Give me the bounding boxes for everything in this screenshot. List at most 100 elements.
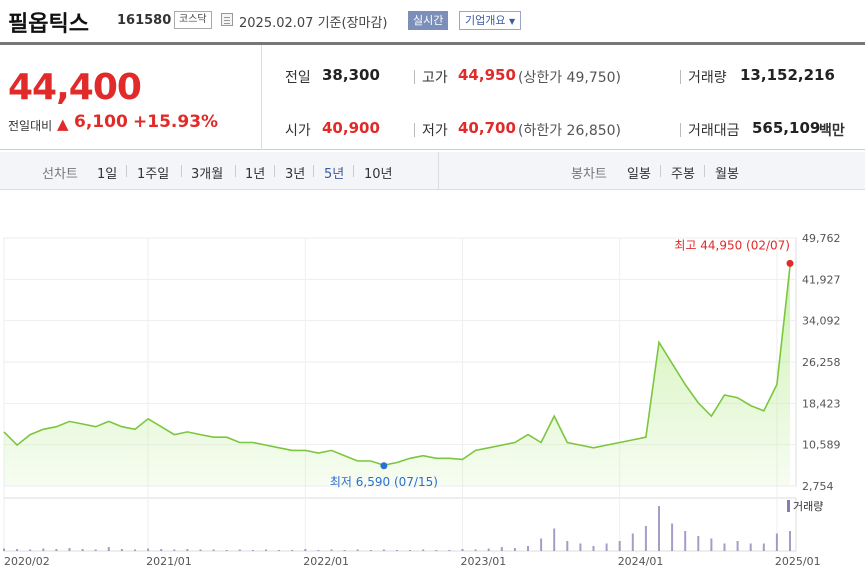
volume-bar: [710, 538, 713, 551]
volume-bar: [684, 531, 687, 551]
divider: [353, 165, 354, 177]
y-tick-label: 2,754: [802, 480, 834, 493]
prev-close-value: 38,300: [322, 66, 380, 84]
divider: [126, 165, 127, 177]
volume-bar: [644, 526, 647, 551]
volume-bar: [225, 550, 228, 551]
volume-bar: [605, 543, 608, 551]
volume-bar: [736, 541, 739, 551]
volume-bar: [553, 528, 556, 551]
volume-bar: [238, 549, 241, 551]
volume-bar: [317, 550, 320, 551]
company-overview-label: 기업개요: [465, 14, 506, 27]
price-area: [4, 266, 790, 486]
volume-bar: [409, 550, 412, 551]
volume-bar: [540, 538, 543, 551]
candle-weekly[interactable]: 주봉: [671, 167, 695, 182]
divider: [274, 165, 275, 177]
candle-daily[interactable]: 일봉: [627, 167, 651, 182]
high-value: 44,950: [458, 66, 516, 84]
stock-code: 161580: [117, 13, 172, 28]
candle-chart-label: 봉차트: [571, 167, 607, 182]
change-percent: +15.93%: [133, 112, 219, 132]
volume-legend-label: 거래량: [793, 500, 823, 513]
separator: [414, 123, 415, 137]
volume-bar: [461, 549, 464, 551]
volume-label: 거래량: [688, 70, 727, 86]
divider: [660, 165, 661, 177]
y-tick-label: 10,589: [802, 439, 841, 452]
divider: [704, 165, 705, 177]
volume-bar: [592, 546, 595, 551]
volume-value: 13,152,216: [740, 66, 835, 84]
x-tick-label: 2022/01: [303, 555, 349, 568]
volume-bar: [369, 550, 372, 551]
dropdown-caret-icon: ▼: [508, 17, 516, 26]
market-badge: 코스닥: [174, 11, 212, 29]
company-overview-button[interactable]: 기업개요 ▼: [459, 11, 522, 30]
lower-limit: (하한가 26,850): [518, 123, 622, 139]
base-date: 2025.02.07 기준(장마감): [239, 16, 388, 31]
stock-name: 필옵틱스: [8, 12, 89, 37]
amount-label: 거래대금: [688, 123, 740, 139]
low-value: 40,700: [458, 119, 516, 137]
volume-bar: [500, 547, 503, 551]
volume-bar: [513, 548, 516, 551]
volume-bar: [330, 549, 333, 551]
open-value: 40,900: [322, 119, 380, 137]
volume-bar: [68, 548, 71, 551]
volume-bar: [749, 543, 752, 551]
period-1d[interactable]: 1일: [97, 167, 118, 182]
x-tick-label: 2023/01: [461, 555, 507, 568]
separator: [680, 123, 681, 137]
y-tick-label: 18,423: [802, 397, 841, 410]
volume-bar: [160, 549, 163, 551]
volume-bar: [658, 506, 660, 551]
candle-monthly[interactable]: 월봉: [715, 167, 739, 182]
header: 필옵틱스 161580 코스닥 2025.02.07 기준(장마감) 실시간 기…: [0, 0, 865, 42]
low-annotation: 최저 6,590 (07/15): [330, 475, 438, 489]
price-line: [3, 266, 791, 467]
volume-bar: [396, 550, 398, 551]
period-3y[interactable]: 3년: [285, 167, 306, 182]
volume-bar: [278, 550, 281, 551]
prev-close-label: 전일: [285, 70, 311, 86]
period-5y[interactable]: 5년: [324, 167, 345, 182]
volume-bar: [618, 541, 621, 551]
y-tick-label: 49,762: [802, 232, 841, 245]
y-tick-label: 26,258: [802, 356, 841, 369]
realtime-button[interactable]: 실시간: [408, 11, 449, 30]
x-tick-label: 2024/01: [618, 555, 664, 568]
price-box: 44,400 전일대비 ▲ 6,100 +15.93%: [0, 45, 262, 150]
volume-bar: [55, 549, 58, 551]
volume-bar: [173, 549, 176, 551]
y-tick-label: 41,927: [802, 273, 841, 286]
volume-bar: [448, 550, 451, 551]
period-3m[interactable]: 3개월: [191, 167, 224, 182]
high-annotation: 최고 44,950 (02/07): [674, 238, 790, 252]
volume-bar: [147, 548, 150, 551]
line-chart-label: 선차트: [42, 167, 78, 182]
period-1y[interactable]: 1년: [245, 167, 266, 182]
period-1w[interactable]: 1주일: [137, 167, 170, 182]
volume-bar: [435, 550, 438, 551]
upper-limit: (상한가 49,750): [518, 70, 622, 86]
change-label: 전일대비: [8, 119, 53, 133]
separator: [680, 70, 681, 84]
volume-bar: [120, 549, 123, 551]
period-10y[interactable]: 10년: [364, 167, 393, 182]
volume-bar: [29, 549, 32, 551]
volume-bar: [81, 549, 84, 551]
calendar-icon: [221, 13, 233, 26]
y-tick-label: 34,092: [802, 315, 841, 328]
volume-bar: [579, 543, 582, 551]
change-value: 6,100: [74, 112, 128, 132]
volume-bar: [631, 533, 634, 551]
volume-bar: [3, 548, 5, 551]
low-marker: [380, 462, 388, 470]
volume-bar: [789, 531, 791, 551]
volume-bar: [697, 536, 700, 551]
volume-bar: [291, 550, 294, 551]
x-tick-label: 2025/01: [775, 555, 821, 568]
open-label: 시가: [285, 123, 311, 139]
